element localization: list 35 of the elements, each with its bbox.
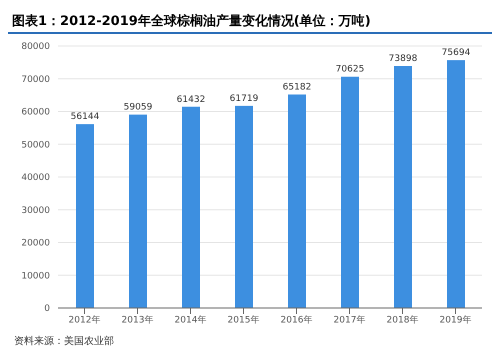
y-tick-label: 0	[44, 304, 50, 314]
y-tick-label: 60000	[21, 108, 50, 118]
data-label: 65182	[282, 82, 312, 93]
bar	[394, 66, 412, 308]
data-label: 61432	[176, 94, 206, 105]
y-tick-label: 30000	[21, 206, 50, 216]
data-label: 61719	[230, 94, 259, 104]
x-tick-label: 2018年	[386, 314, 418, 326]
data-label: 73898	[388, 54, 418, 64]
data-label: 70625	[336, 64, 364, 75]
bar	[341, 76, 359, 308]
x-tick-label: 2017年	[334, 314, 366, 326]
x-tick-label: 2015年	[228, 314, 260, 326]
x-tick-label: 2012年	[68, 314, 100, 326]
bar	[76, 124, 94, 308]
x-tick-label: 2014年	[174, 314, 206, 326]
bar	[447, 60, 465, 308]
y-tick-label: 10000	[21, 271, 50, 282]
y-tick-label: 80000	[21, 42, 50, 52]
chart-title: 图表1：2012-2019年全球棕榈油产量变化情况(单位：万吨)	[8, 8, 492, 34]
y-tick-label: 40000	[21, 173, 50, 184]
y-tick-label: 50000	[21, 140, 50, 150]
bar	[129, 114, 147, 308]
x-tick-label: 2013年	[122, 314, 154, 326]
y-tick-label: 20000	[21, 238, 50, 249]
data-label: 75694	[442, 48, 471, 58]
data-label: 59059	[124, 102, 153, 113]
bar	[182, 106, 200, 308]
bar	[235, 106, 253, 308]
text: 资料来源：美国农业部	[14, 336, 114, 347]
data-label: 56144	[70, 112, 100, 122]
bar	[288, 94, 306, 308]
x-tick-label: 2019年	[440, 314, 472, 326]
x-tick-label: 2016年	[280, 314, 312, 326]
y-tick-label: 70000	[21, 74, 50, 85]
